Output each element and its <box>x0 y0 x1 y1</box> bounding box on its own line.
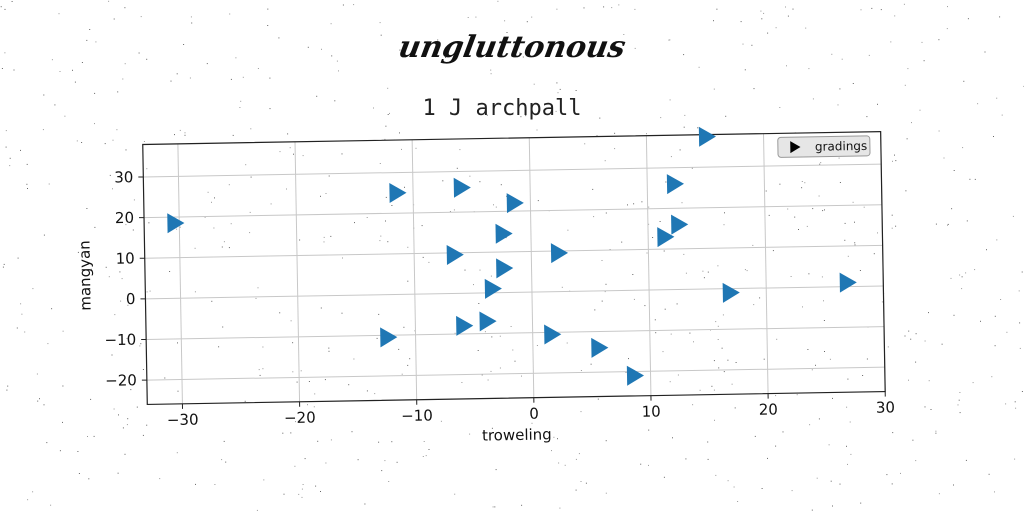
y-tick-label: 10 <box>115 249 134 267</box>
legend-box <box>777 135 871 158</box>
y-tick-label: −10 <box>104 331 136 350</box>
data-point-marker <box>446 244 464 265</box>
data-point-marker <box>167 213 185 234</box>
x-tick-label: −20 <box>284 409 316 428</box>
chart-title: 1 J archpall <box>422 96 582 121</box>
data-point-marker <box>380 327 398 348</box>
axis-ticks: −30 −20 −10 0 10 20 30 −20 −10 0 10 20 30 <box>104 168 895 430</box>
y-tick-label: 30 <box>114 168 133 186</box>
x-gridline <box>177 143 183 404</box>
data-point-marker <box>479 311 497 332</box>
legend-marker-icon <box>790 141 801 154</box>
y-tick-label: −20 <box>105 371 137 390</box>
x-tick-label: −30 <box>167 411 199 430</box>
x-gridline <box>411 139 418 400</box>
grid <box>143 131 886 404</box>
x-tick-label: 0 <box>529 405 539 423</box>
x-gridline <box>645 135 652 396</box>
data-point-marker <box>671 214 689 235</box>
data-point-marker <box>591 337 609 358</box>
x-tick-label: 20 <box>759 400 778 418</box>
y-gridline <box>144 204 882 219</box>
data-point-marker <box>550 243 569 264</box>
y-gridline <box>146 366 885 381</box>
y-gridline <box>143 163 882 178</box>
x-axis-label: troweling <box>482 425 552 444</box>
plot-area-frame <box>142 130 886 406</box>
data-point-marker <box>484 278 502 299</box>
y-gridline <box>145 285 884 300</box>
data-point-marker <box>626 365 645 386</box>
x-tick-label: 10 <box>642 402 661 420</box>
data-point-marker <box>453 177 471 198</box>
y-gridline <box>144 244 883 259</box>
y-axis-label: mangyan <box>75 240 94 311</box>
x-tick-label: −10 <box>401 406 433 425</box>
data-points <box>167 126 857 386</box>
y-gridline <box>146 326 885 340</box>
data-point-marker <box>544 324 562 345</box>
y-tick-label: 20 <box>115 209 134 227</box>
data-point-marker <box>495 223 513 244</box>
legend-label: gradings <box>815 139 868 154</box>
data-point-marker <box>496 258 514 279</box>
data-point-marker <box>506 193 524 214</box>
data-point-marker <box>666 174 685 195</box>
data-point-marker <box>389 182 407 203</box>
data-point-marker <box>722 282 740 303</box>
legend: gradings <box>777 135 871 158</box>
x-gridline <box>528 137 535 398</box>
data-point-marker <box>657 227 675 248</box>
y-tick-label: 0 <box>126 290 136 308</box>
data-point-marker <box>839 272 857 293</box>
data-point-marker <box>698 126 716 147</box>
x-gridline <box>763 133 769 394</box>
x-tick-label: 30 <box>876 398 895 416</box>
x-gridline <box>294 141 301 402</box>
data-point-marker <box>456 315 474 336</box>
